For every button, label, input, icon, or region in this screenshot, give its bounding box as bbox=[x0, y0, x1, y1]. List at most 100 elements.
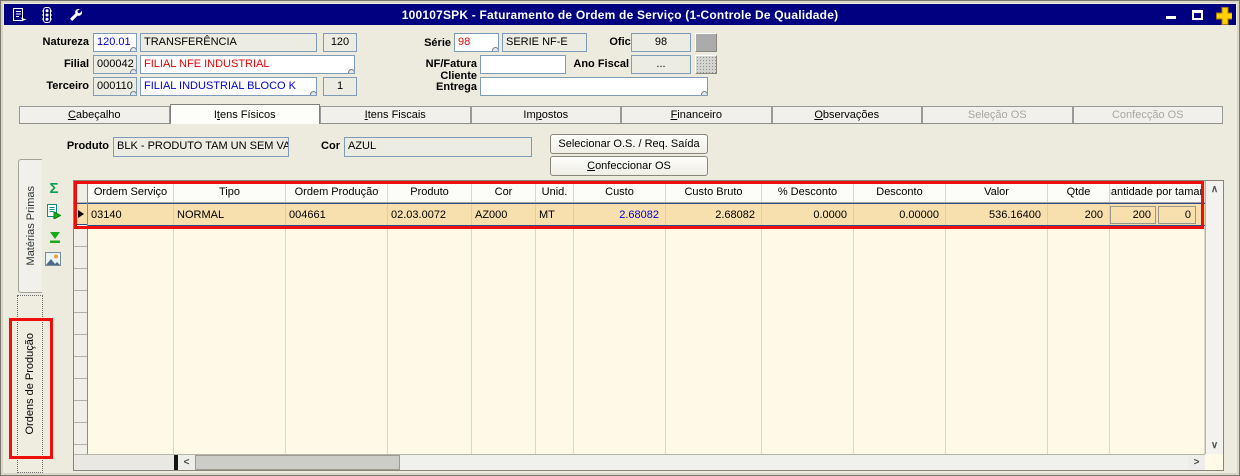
move-bottom-icon[interactable] bbox=[46, 228, 64, 246]
scrollbar-corner bbox=[1205, 454, 1223, 470]
natureza-code-field[interactable]: 120.01 bbox=[93, 33, 137, 52]
serie-code-field[interactable]: 98 bbox=[454, 33, 499, 52]
col-custo-bruto[interactable]: Custo Bruto bbox=[666, 181, 762, 202]
col-valor[interactable]: Valor bbox=[946, 181, 1048, 202]
col-custo[interactable]: Custo bbox=[574, 181, 666, 202]
col-qtde[interactable]: Qtde bbox=[1048, 181, 1110, 202]
terceiro-desc-field[interactable]: FILIAL INDUSTRIAL BLOCO K bbox=[140, 77, 317, 96]
form-icon[interactable] bbox=[12, 7, 28, 23]
produto-label: Produto bbox=[66, 140, 109, 152]
oficial-field[interactable]: 98 bbox=[631, 33, 691, 52]
grid-empty-row bbox=[88, 380, 1205, 402]
scroll-down-icon[interactable]: ∨ bbox=[1210, 440, 1219, 451]
magnifier-icon[interactable] bbox=[492, 47, 498, 51]
col-cor[interactable]: Cor bbox=[472, 181, 536, 202]
col-produto[interactable]: Produto bbox=[388, 181, 472, 202]
splitter-handle[interactable] bbox=[174, 455, 178, 470]
grid-empty-row bbox=[88, 336, 1205, 358]
col-pct-desconto[interactable]: % Desconto bbox=[762, 181, 854, 202]
ano-fiscal-field[interactable]: ... bbox=[631, 55, 691, 74]
tab-confeccao-os: Confecção OS bbox=[1072, 106, 1223, 123]
cor-field[interactable]: AZUL bbox=[344, 137, 532, 157]
row-current-marker-icon bbox=[74, 203, 87, 225]
selecionar-os-button[interactable]: Selecionar O.S. / Req. Saída bbox=[550, 134, 708, 154]
terceiro-num-field[interactable]: 1 bbox=[323, 77, 357, 96]
oficial-lookup-button[interactable] bbox=[695, 33, 717, 52]
magnifier-icon[interactable] bbox=[130, 69, 136, 73]
terceiro-code-field[interactable]: 000110 bbox=[93, 77, 137, 96]
magnifier-icon[interactable] bbox=[130, 91, 136, 95]
tab-selecao-os: Seleção OS bbox=[922, 106, 1073, 123]
horizontal-scrollbar[interactable]: < > bbox=[74, 454, 1205, 470]
tab-itens-fisicos[interactable]: Itens Físicos bbox=[169, 104, 320, 124]
maximize-icon[interactable] bbox=[1188, 7, 1206, 23]
plus-icon[interactable] bbox=[1214, 6, 1232, 25]
filial-label: Filial bbox=[63, 58, 89, 70]
magnifier-icon[interactable] bbox=[130, 47, 136, 51]
cliente-entrega-label: Cliente Entrega bbox=[436, 70, 477, 93]
grid-empty-row bbox=[88, 402, 1205, 424]
tab-impostos[interactable]: Impostos bbox=[470, 106, 621, 123]
col-tipo[interactable]: Tipo bbox=[174, 181, 286, 202]
col-ordem-servico[interactable]: Ordem Serviço bbox=[88, 181, 174, 202]
traffic-light-icon[interactable] bbox=[39, 6, 55, 23]
ano-fiscal-lookup-button[interactable] bbox=[695, 55, 717, 74]
image-icon[interactable] bbox=[44, 250, 62, 268]
tab-financeiro[interactable]: Financeiro bbox=[621, 106, 772, 123]
cliente-entrega-field[interactable] bbox=[480, 77, 708, 96]
nf-fatura-label: NF/Fatura bbox=[425, 58, 477, 70]
col-quantidade-por-tamanho[interactable]: Quantidade por tamanho bbox=[1110, 181, 1205, 202]
title-bar: 100107SPK - Faturamento de Ordem de Serv… bbox=[4, 4, 1236, 25]
nf-fatura-field[interactable] bbox=[480, 55, 566, 74]
side-tab-ordens-producao[interactable]: Ordens de Produção bbox=[17, 295, 43, 473]
grid-empty-row bbox=[88, 446, 1205, 454]
grid-empty-row bbox=[88, 424, 1205, 446]
row-marker-column bbox=[74, 181, 88, 454]
grid-empty-row bbox=[88, 248, 1205, 270]
annotation-rect-grid-row bbox=[74, 181, 1204, 229]
export-row-icon[interactable] bbox=[44, 202, 62, 220]
filial-code-field[interactable]: 000042 bbox=[93, 55, 137, 74]
serie-label: Série bbox=[424, 37, 451, 49]
tab-itens-fiscais[interactable]: Itens Fiscais bbox=[320, 106, 471, 123]
col-ordem-producao[interactable]: Ordem Produção bbox=[286, 181, 388, 202]
magnifier-icon[interactable] bbox=[310, 91, 316, 95]
serie-desc-field[interactable]: SERIE NF-E bbox=[502, 33, 587, 52]
hscroll-thumb[interactable] bbox=[195, 455, 400, 470]
scroll-up-icon[interactable]: ∧ bbox=[1210, 184, 1219, 195]
vertical-scrollbar[interactable]: ∧ ∨ bbox=[1205, 181, 1223, 454]
wrench-icon[interactable] bbox=[66, 7, 82, 23]
tab-cabecalho[interactable]: Cabeçalho bbox=[19, 106, 170, 123]
ano-fiscal-label: Ano Fiscal bbox=[573, 58, 629, 70]
col-desconto[interactable]: Desconto bbox=[854, 181, 946, 202]
grid-empty-row bbox=[88, 292, 1205, 314]
sum-icon[interactable]: Σ bbox=[49, 180, 59, 197]
filial-desc-field[interactable]: FILIAL NFE INDUSTRIAL bbox=[140, 55, 355, 74]
window-title: 100107SPK - Faturamento de Ordem de Serv… bbox=[401, 7, 839, 22]
scroll-right-icon[interactable]: > bbox=[1188, 455, 1205, 470]
tab-strip: Cabeçalho Itens Físicos Itens Fiscais Im… bbox=[19, 104, 1223, 124]
tab-observacoes[interactable]: Observações bbox=[771, 106, 922, 123]
confeccionar-os-button[interactable]: Confeccionar OS bbox=[550, 156, 708, 176]
qtd-tamanho-cell-1[interactable]: 200 bbox=[1110, 205, 1156, 224]
grid-empty-row bbox=[88, 270, 1205, 292]
grid-empty-row bbox=[88, 358, 1205, 380]
minimize-icon[interactable] bbox=[1162, 7, 1180, 23]
terceiro-label: Terceiro bbox=[46, 80, 89, 92]
cor-label: Cor bbox=[321, 140, 340, 152]
produto-field[interactable]: BLK - PRODUTO TAM UN SEM VARIA C bbox=[113, 137, 289, 157]
side-tab-materias-primas[interactable]: Matérias Primas bbox=[18, 159, 42, 293]
natureza-desc-field[interactable]: TRANSFERÊNCIA bbox=[140, 33, 317, 52]
grid-header-row: Ordem Serviço Tipo Ordem Produção Produt… bbox=[88, 181, 1205, 203]
magnifier-icon[interactable] bbox=[348, 69, 354, 73]
scroll-left-icon[interactable]: < bbox=[178, 455, 195, 470]
grid-data-row[interactable]: 03140 NORMAL 004661 02.03.0072 AZ000 MT … bbox=[88, 203, 1205, 226]
qtd-tamanho-cell-2[interactable]: 0 bbox=[1158, 205, 1196, 224]
natureza-label: Natureza bbox=[42, 36, 89, 48]
grid-footer-lead bbox=[74, 455, 174, 470]
natureza-num-field[interactable]: 120 bbox=[323, 33, 357, 52]
annotation-rect-ordens-producao bbox=[9, 318, 53, 459]
col-unid[interactable]: Unid. bbox=[536, 181, 574, 202]
magnifier-icon[interactable] bbox=[701, 91, 707, 95]
